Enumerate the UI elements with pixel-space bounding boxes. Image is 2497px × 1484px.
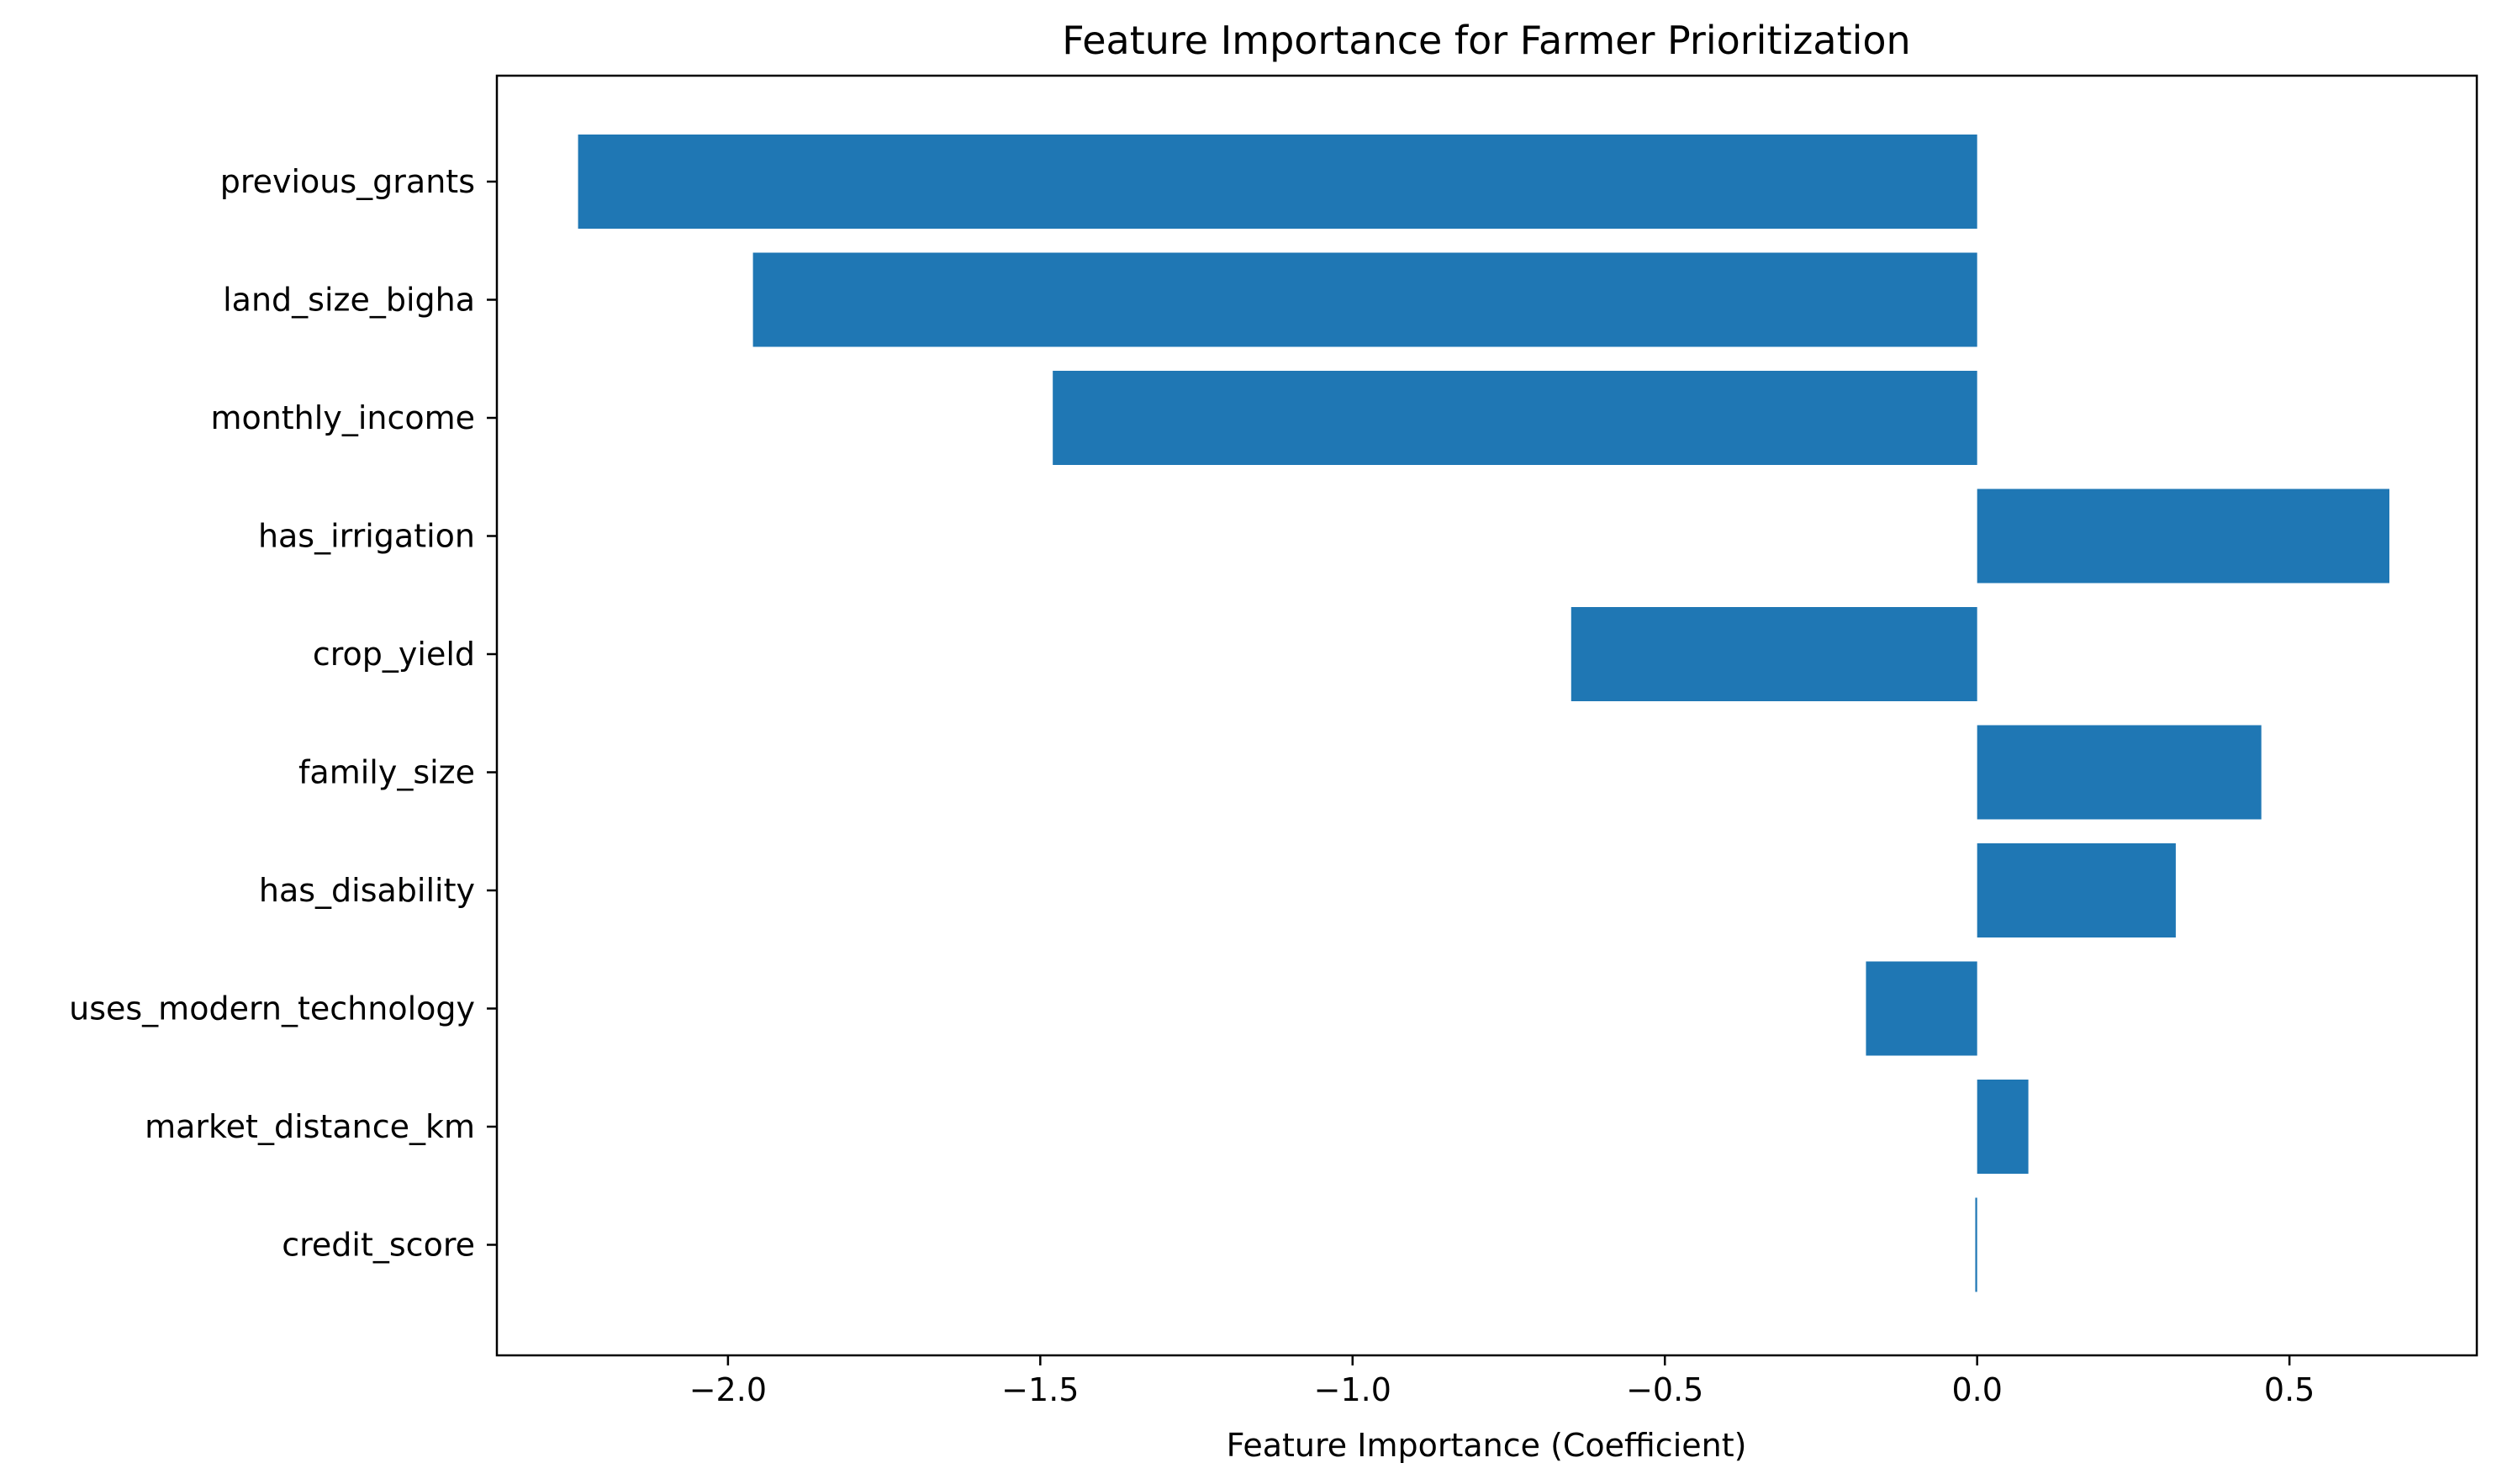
y-tick-label: previous_grants bbox=[220, 163, 475, 200]
y-tick-label: family_size bbox=[298, 754, 475, 791]
x-tick-label: −1.0 bbox=[1314, 1371, 1391, 1408]
bar-uses_modern_technology bbox=[1866, 961, 1977, 1056]
y-tick-label: credit_score bbox=[282, 1227, 475, 1264]
x-tick-label: −0.5 bbox=[1626, 1371, 1703, 1408]
x-tick-label: −1.5 bbox=[1001, 1371, 1079, 1408]
x-tick-label: 0.0 bbox=[1951, 1371, 2002, 1408]
x-tick-label: 0.5 bbox=[2264, 1371, 2315, 1408]
y-axis: previous_grants land_size_bigha monthly_in… bbox=[69, 163, 497, 1264]
bars-layer bbox=[578, 135, 2389, 1292]
chart-title: Feature Importance for Farmer Prioritiza… bbox=[1062, 18, 1910, 63]
bar-family_size bbox=[1977, 725, 2262, 820]
plot-frame bbox=[495, 74, 2479, 1357]
y-tick-label: has_irrigation bbox=[258, 518, 475, 555]
bar-crop_yield bbox=[1571, 607, 1977, 701]
bar-has_disability bbox=[1977, 843, 2176, 937]
bar-land_size_bigha bbox=[752, 252, 1977, 347]
y-tick-label: market_distance_km bbox=[145, 1108, 475, 1145]
bar-credit_score bbox=[1975, 1197, 1977, 1292]
bar-has_irrigation bbox=[1977, 489, 2389, 584]
bar-monthly_income bbox=[1053, 371, 1977, 465]
y-tick-label: uses_modern_technology bbox=[69, 990, 475, 1027]
bar-previous_grants bbox=[578, 135, 1977, 229]
x-tick-label: −2.0 bbox=[689, 1371, 767, 1408]
x-axis-label: Feature Importance (Coefficient) bbox=[1227, 1427, 1747, 1464]
y-tick-label: land_size_bigha bbox=[223, 282, 475, 319]
bar-market_distance_km bbox=[1977, 1080, 2029, 1174]
y-tick-label: crop_yield bbox=[313, 636, 475, 673]
y-tick-label: monthly_income bbox=[210, 399, 475, 436]
y-tick-label: has_disability bbox=[259, 872, 475, 909]
x-axis: −2.0 −1.5 −1.0 −0.5 0.0 0.5 bbox=[689, 1355, 2315, 1408]
